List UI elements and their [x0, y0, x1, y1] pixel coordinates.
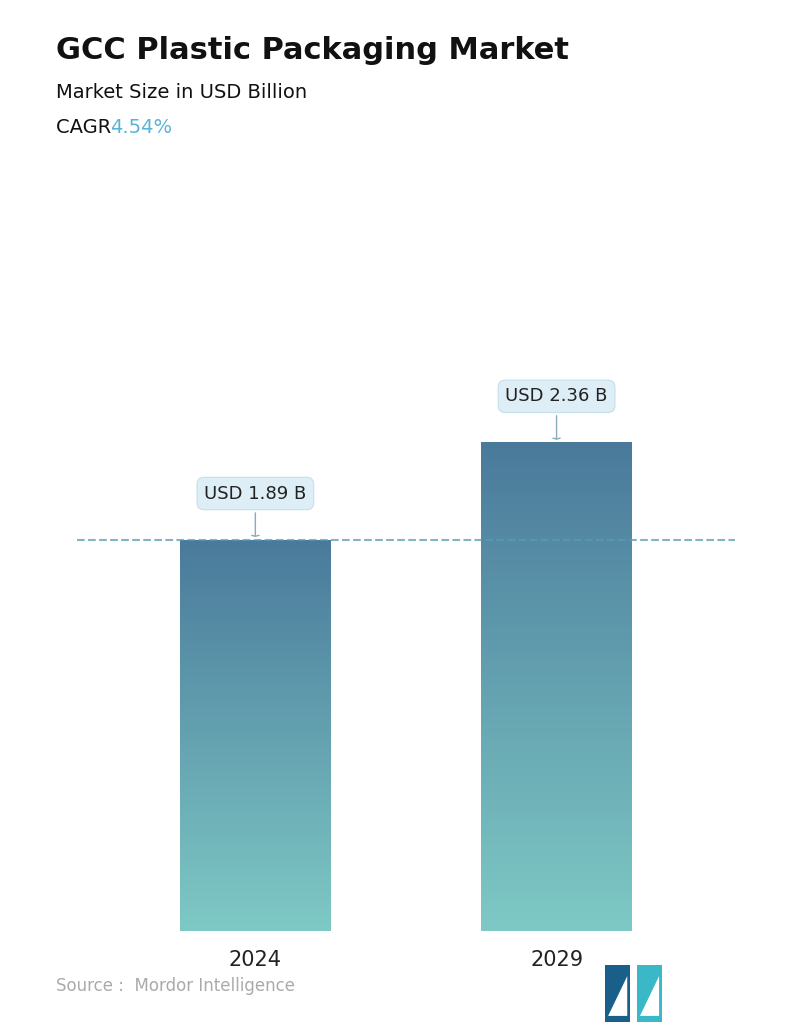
- Text: USD 1.89 B: USD 1.89 B: [205, 485, 306, 537]
- Text: USD 2.36 B: USD 2.36 B: [505, 388, 608, 439]
- Text: GCC Plastic Packaging Market: GCC Plastic Packaging Market: [56, 36, 568, 65]
- Polygon shape: [640, 976, 659, 1015]
- Polygon shape: [605, 965, 630, 1022]
- Polygon shape: [608, 976, 627, 1015]
- Text: Market Size in USD Billion: Market Size in USD Billion: [56, 83, 306, 101]
- Polygon shape: [637, 965, 662, 1022]
- Text: 4.54%: 4.54%: [110, 118, 172, 136]
- Text: Source :  Mordor Intelligence: Source : Mordor Intelligence: [56, 977, 295, 995]
- Text: CAGR: CAGR: [56, 118, 117, 136]
